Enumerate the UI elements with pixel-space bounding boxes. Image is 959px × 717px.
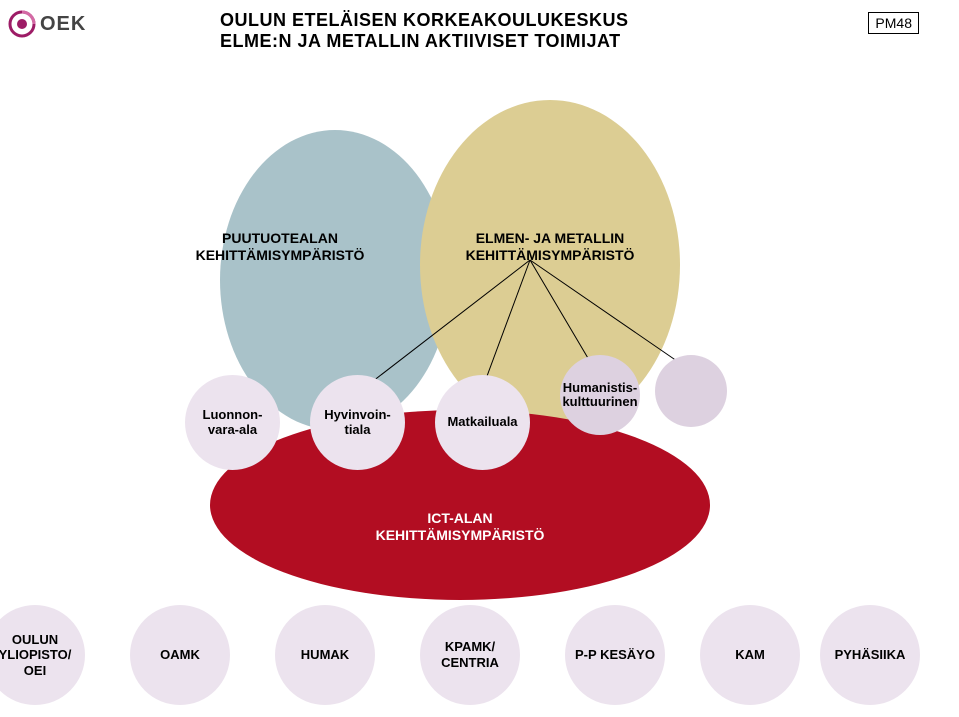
org-circle-0-l2: OEI (24, 663, 46, 679)
label-puutuoteala: PUUTUOTEALAN KEHITTÄMISYMPÄRISTÖ (165, 230, 395, 264)
title-line-1: OULUN ETELÄISEN KORKEAKOULUKESKUS (220, 10, 740, 31)
field-circle-1-l2: tiala (344, 423, 370, 437)
title-line-2: ELME:N JA METALLIN AKTIIVISET TOIMIJAT (220, 31, 740, 52)
org-circle-6: PYHÄSIIKA (820, 605, 920, 705)
field-circle-2-l1: Matkailuala (447, 415, 517, 429)
org-circle-2: HUMAK (275, 605, 375, 705)
org-circle-2-l0: HUMAK (301, 647, 349, 663)
label-ict-l1: ICT-ALAN (360, 510, 560, 527)
label-elme-l2: KEHITTÄMISYMPÄRISTÖ (420, 247, 680, 264)
label-elme: ELMEN- JA METALLIN KEHITTÄMISYMPÄRISTÖ (420, 230, 680, 264)
field-circle-3: Humanistis-kulttuurinen (560, 355, 640, 435)
logo: OEK (8, 10, 86, 38)
org-circle-0: OULUNYLIOPISTO/OEI (0, 605, 85, 705)
page-title: OULUN ETELÄISEN KORKEAKOULUKESKUS ELME:N… (220, 10, 740, 52)
logo-swirl-icon (8, 10, 36, 38)
label-puutuoteala-l1: PUUTUOTEALAN (165, 230, 395, 247)
org-circle-4: P-P KESÄYO (565, 605, 665, 705)
field-circle-4 (655, 355, 727, 427)
org-circle-5-l0: KAM (735, 647, 765, 663)
org-circle-6-l0: PYHÄSIIKA (835, 647, 906, 663)
org-circle-1: OAMK (130, 605, 230, 705)
org-circle-1-l0: OAMK (160, 647, 200, 663)
org-circle-0-l1: YLIOPISTO/ (0, 647, 71, 663)
org-circle-3-l1: CENTRIA (441, 655, 499, 671)
field-circle-2: Matkailuala (435, 375, 530, 470)
field-circle-0-l2: vara-ala (208, 423, 257, 437)
org-circle-4-l0: P-P KESÄYO (575, 647, 655, 663)
field-circle-3-l2: kulttuurinen (562, 395, 637, 409)
field-circle-1-l1: Hyvinvoin- (324, 408, 390, 422)
field-circle-1: Hyvinvoin-tiala (310, 375, 405, 470)
label-puutuoteala-l2: KEHITTÄMISYMPÄRISTÖ (165, 247, 395, 264)
label-ict-l2: KEHITTÄMISYMPÄRISTÖ (360, 527, 560, 544)
org-circle-3-l0: KPAMK/ (445, 639, 495, 655)
label-ict: ICT-ALAN KEHITTÄMISYMPÄRISTÖ (360, 510, 560, 544)
label-elme-l1: ELMEN- JA METALLIN (420, 230, 680, 247)
org-circle-5: KAM (700, 605, 800, 705)
logo-text: OEK (40, 13, 86, 36)
org-circle-3: KPAMK/CENTRIA (420, 605, 520, 705)
field-circle-0: Luonnon-vara-ala (185, 375, 280, 470)
field-circle-3-l1: Humanistis- (563, 381, 637, 395)
org-circle-0-l0: OULUN (12, 632, 58, 648)
corner-tag: PM48 (868, 12, 919, 34)
field-circle-0-l1: Luonnon- (203, 408, 263, 422)
